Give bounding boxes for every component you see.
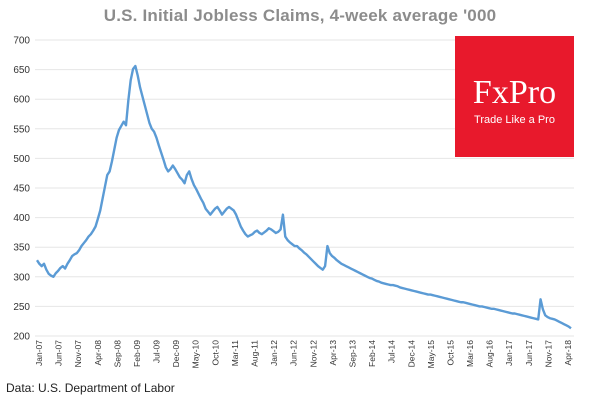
x-tick-label: Feb-14 — [367, 340, 377, 367]
y-tick-label: 450 — [13, 184, 30, 195]
x-tick-label: Aug-11 — [250, 340, 260, 367]
y-axis-ticks: 200 250 300 350 400 450 500 550 600 650 700 — [13, 36, 30, 343]
series-line — [35, 64, 572, 330]
y-tick-label: 550 — [13, 124, 30, 135]
x-tick-label: Jan-17 — [504, 340, 514, 366]
x-tick-label: Jul-14 — [387, 340, 397, 363]
y-tick-label: 300 — [13, 272, 30, 283]
y-tick-label: 600 — [13, 95, 30, 106]
y-tick-label: 700 — [13, 36, 30, 47]
y-tick-label: 400 — [13, 213, 30, 224]
series-layer — [35, 64, 572, 330]
y-tick-label: 350 — [13, 243, 30, 254]
x-tick-label: May-15 — [426, 340, 436, 369]
x-tick-label: Jun-17 — [524, 340, 534, 366]
x-tick-label: Dec-09 — [171, 340, 181, 368]
x-tick-label: Nov-07 — [73, 340, 83, 368]
x-tick-label: Jan-07 — [34, 340, 44, 366]
x-tick-label: Jul-09 — [152, 340, 162, 363]
x-tick-label: Nov-12 — [308, 340, 318, 368]
brand-logo: FxPro — [472, 74, 557, 111]
x-tick-label: Apr-18 — [563, 340, 573, 366]
brand-tagline: Trade Like a Pro — [474, 114, 555, 126]
x-tick-label: May-10 — [191, 340, 201, 369]
x-tick-label: Dec-14 — [406, 340, 416, 368]
y-tick-label: 200 — [13, 332, 30, 343]
source-note: Data: U.S. Department of Labor — [6, 381, 175, 395]
x-tick-label: Apr-08 — [93, 340, 103, 366]
y-tick-label: 500 — [13, 154, 30, 165]
x-tick-label: Feb-09 — [132, 340, 142, 367]
x-tick-label: Mar-11 — [230, 340, 240, 367]
x-tick-label: Mar-16 — [465, 340, 475, 367]
x-tick-label: Jun-07 — [54, 340, 64, 366]
x-tick-label: Oct-15 — [445, 340, 455, 366]
x-tick-label: Nov-17 — [543, 340, 553, 368]
x-axis-ticks: Jan-07 Jun-07 Nov-07 Apr-08 Sep-08 Feb-09 Jul-… — [34, 340, 573, 369]
x-tick-label: Sep-08 — [112, 340, 122, 368]
chart-title: U.S. Initial Jobless Claims, 4-week aver… — [103, 6, 497, 25]
x-tick-label: Jan-12 — [269, 340, 279, 366]
x-tick-label: Apr-13 — [328, 340, 338, 366]
y-tick-label: 250 — [13, 302, 30, 313]
y-tick-label: 650 — [13, 65, 30, 76]
x-tick-label: Oct-10 — [210, 340, 220, 366]
x-tick-label: Aug-16 — [485, 340, 495, 368]
x-tick-label: Jun-12 — [289, 340, 299, 366]
brand-logo-box: FxPro Trade Like a Pro — [455, 36, 574, 157]
x-tick-label: Sep-13 — [347, 340, 357, 368]
